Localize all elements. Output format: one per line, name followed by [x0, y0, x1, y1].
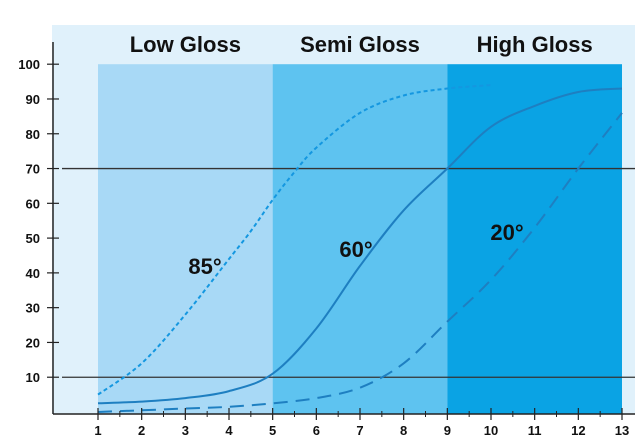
series-line-1 — [97, 84, 492, 396]
x-tick-label: 4 — [225, 423, 233, 438]
x-tick-label: 13 — [615, 423, 629, 438]
y-tick-label: 100 — [18, 57, 40, 72]
y-tick-label: 30 — [26, 301, 40, 316]
y-tick-label: 40 — [26, 266, 40, 281]
gloss-region-label: High Gloss — [477, 32, 593, 57]
series-line-3 — [97, 112, 623, 413]
y-tick-label: 80 — [26, 127, 40, 142]
x-tick-label: 10 — [484, 423, 498, 438]
x-tick-label: 8 — [400, 423, 407, 438]
series-label: 85° — [188, 254, 221, 279]
x-tick-label: 1 — [94, 423, 101, 438]
gloss-region-1 — [98, 64, 273, 414]
x-tick-label: 2 — [138, 423, 145, 438]
x-tick-label: 12 — [571, 423, 585, 438]
gloss-region-3 — [447, 64, 622, 414]
series-line-2 — [97, 87, 623, 405]
x-tick-label: 3 — [182, 423, 189, 438]
gloss-region-2 — [272, 64, 448, 414]
x-tick-label: 9 — [444, 423, 451, 438]
series-label: 20° — [490, 220, 523, 245]
y-tick-label: 10 — [26, 370, 40, 385]
x-tick-label: 11 — [528, 423, 542, 438]
gloss-region-label: Low Gloss — [130, 32, 241, 57]
y-tick-label: 50 — [26, 231, 40, 246]
y-tick-label: 60 — [26, 196, 40, 211]
x-tick-label: 5 — [269, 423, 276, 438]
y-tick-label: 20 — [26, 335, 40, 350]
series-label: 60° — [339, 237, 372, 262]
y-tick-label: 90 — [26, 92, 40, 107]
x-tick-label: 7 — [356, 423, 363, 438]
x-tick-label: 6 — [313, 423, 320, 438]
y-tick-label: 70 — [26, 162, 40, 177]
gloss-region-label: Semi Gloss — [300, 32, 420, 57]
